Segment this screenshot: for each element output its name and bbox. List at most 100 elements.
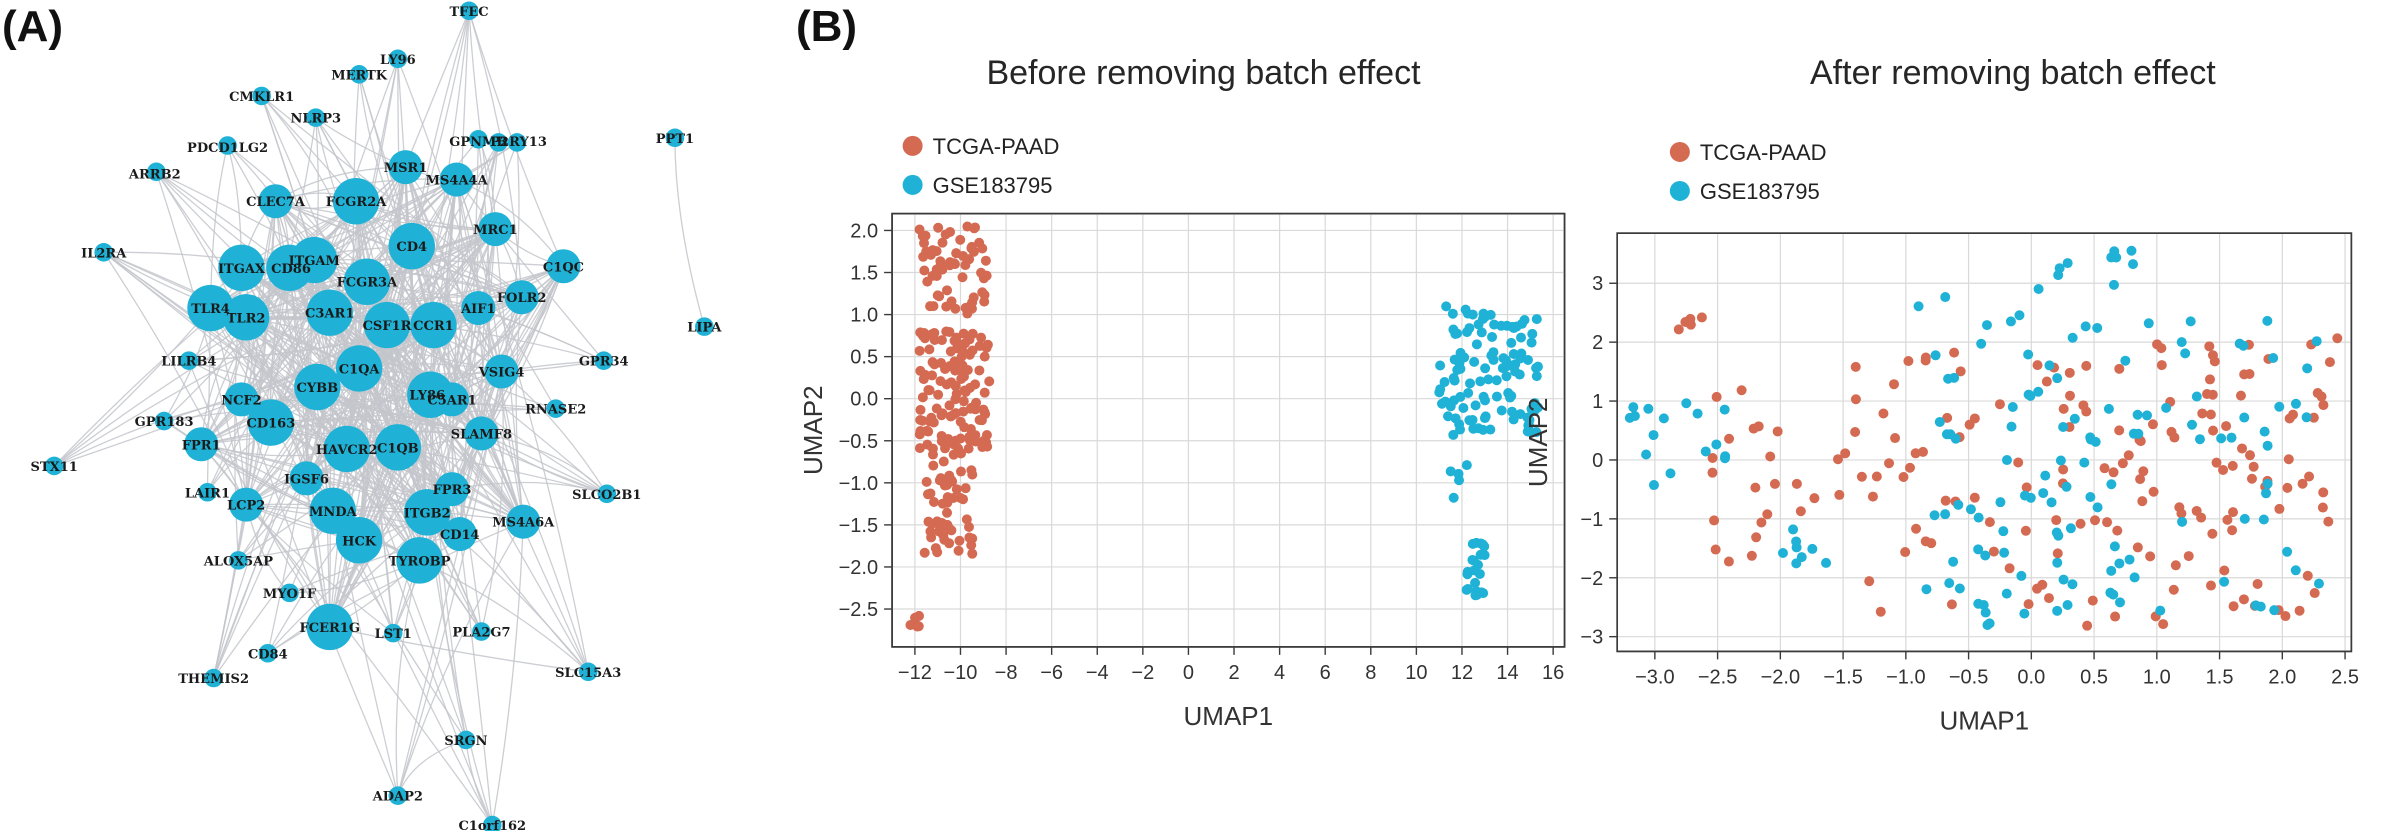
node-label-alox5ap: ALOX5AP	[203, 554, 274, 569]
network-edge	[288, 267, 467, 741]
point-gse183795	[2142, 410, 2153, 421]
network-edge	[355, 201, 428, 513]
y-axis-label: UMAP2	[798, 385, 828, 475]
x-tick-label: −8	[995, 662, 1018, 684]
point-gse183795	[2261, 488, 2272, 499]
point-tcga-paad	[2099, 463, 2110, 474]
point-tcga-paad	[942, 285, 953, 296]
network-edge	[491, 521, 524, 826]
point-tcga-paad	[1685, 319, 1696, 330]
point-tcga-paad	[2004, 563, 2015, 574]
point-tcga-paad	[2176, 508, 2187, 519]
x-tick-label: −2.5	[1698, 666, 1737, 688]
point-tcga-paad	[1920, 536, 1931, 547]
network-edge	[274, 201, 308, 479]
network-edge	[212, 386, 318, 679]
node-cmklr1	[252, 86, 271, 106]
point-tcga-paad	[1903, 356, 1914, 367]
point-tcga-paad	[948, 449, 959, 460]
point-tcga-paad	[950, 381, 961, 392]
node-p2ry13	[507, 133, 527, 152]
point-tcga-paad	[981, 429, 992, 440]
point-tcga-paad	[2087, 595, 2098, 606]
node-label-fcgr3a: FCGR3A	[337, 276, 399, 291]
point-tcga-paad	[917, 392, 928, 403]
point-gse183795	[1821, 557, 1832, 568]
point-tcga-paad	[2147, 419, 2158, 430]
point-gse183795	[1449, 375, 1460, 386]
point-gse183795	[2106, 565, 2117, 576]
point-gse183795	[2255, 601, 2266, 612]
point-gse183795	[2001, 455, 2012, 466]
network-edge	[397, 521, 524, 796]
point-gse183795	[2133, 428, 2144, 439]
point-tcga-paad	[2058, 464, 2069, 475]
point-tcga-paad	[2207, 528, 2218, 539]
node-label-cybb: CYBB	[297, 381, 339, 396]
point-tcga-paad	[1920, 352, 1931, 363]
point-tcga-paad	[1871, 471, 1882, 482]
point-gse183795	[2065, 523, 2076, 534]
node-tfec	[459, 1, 479, 21]
point-tcga-paad	[1762, 509, 1773, 520]
point-gse183795	[1980, 550, 1991, 561]
point-gse183795	[2053, 530, 2064, 541]
node-aif1	[461, 291, 496, 326]
point-gse183795	[2124, 554, 2135, 565]
node-label-ly86: LY86	[409, 389, 445, 404]
point-tcga-paad	[965, 300, 976, 311]
point-gse183795	[2006, 421, 2017, 432]
point-tcga-paad	[2117, 458, 2128, 469]
node-label-lair1: LAIR1	[185, 486, 230, 501]
node-c3ar1-hub	[489, 133, 508, 152]
point-tcga-paad	[2222, 514, 2233, 525]
point-gse183795	[1464, 415, 1475, 426]
point-gse183795	[2106, 479, 2117, 490]
point-tcga-paad	[915, 404, 926, 415]
point-gse183795	[2085, 432, 2096, 443]
network-edge	[245, 317, 493, 826]
point-tcga-paad	[1696, 312, 1707, 323]
point-tcga-paad	[2156, 360, 2167, 371]
node-label-igsf6: IGSF6	[284, 472, 329, 487]
point-gse183795	[2055, 455, 2066, 466]
point-tcga-paad	[2148, 486, 2159, 497]
point-tcga-paad	[1724, 433, 1735, 444]
point-gse183795	[1948, 556, 1959, 567]
point-tcga-paad	[1753, 421, 1764, 432]
node-adap2	[388, 786, 408, 805]
point-tcga-paad	[960, 483, 971, 494]
point-gse183795	[2044, 360, 2055, 371]
point-gse183795	[1488, 347, 1499, 358]
point-tcga-paad	[928, 301, 939, 312]
node-label-srgn: SRGN	[444, 734, 487, 749]
network-edge	[210, 178, 457, 309]
point-gse183795	[2105, 587, 2116, 598]
point-tcga-paad	[936, 410, 947, 421]
point-tcga-paad	[1889, 379, 1900, 390]
x-tick-label: 14	[1496, 662, 1518, 684]
point-tcga-paad	[942, 507, 953, 518]
point-tcga-paad	[2308, 412, 2319, 423]
point-gse183795	[1681, 398, 1692, 409]
point-gse183795	[1982, 619, 1993, 630]
point-gse183795	[1506, 337, 1517, 348]
point-tcga-paad	[2037, 579, 2048, 590]
node-label-c3ar1: C3AR1	[305, 307, 354, 322]
point-gse183795	[1496, 320, 1507, 331]
point-gse183795	[2132, 409, 2143, 420]
point-gse183795	[1788, 524, 1799, 535]
node-tlr2	[222, 294, 270, 341]
point-tcga-paad	[958, 328, 969, 339]
point-tcga-paad	[1736, 385, 1747, 396]
point-gse183795	[1454, 475, 1465, 486]
point-gse183795	[1503, 388, 1514, 399]
point-gse183795	[2301, 412, 2312, 423]
network-edge	[206, 308, 212, 493]
point-gse183795	[1471, 589, 1482, 600]
point-tcga-paad	[928, 460, 939, 471]
point-gse183795	[1526, 337, 1537, 348]
node-label-cd86: CD86	[271, 262, 311, 277]
point-tcga-paad	[2078, 400, 2089, 411]
point-gse183795	[1441, 301, 1452, 312]
